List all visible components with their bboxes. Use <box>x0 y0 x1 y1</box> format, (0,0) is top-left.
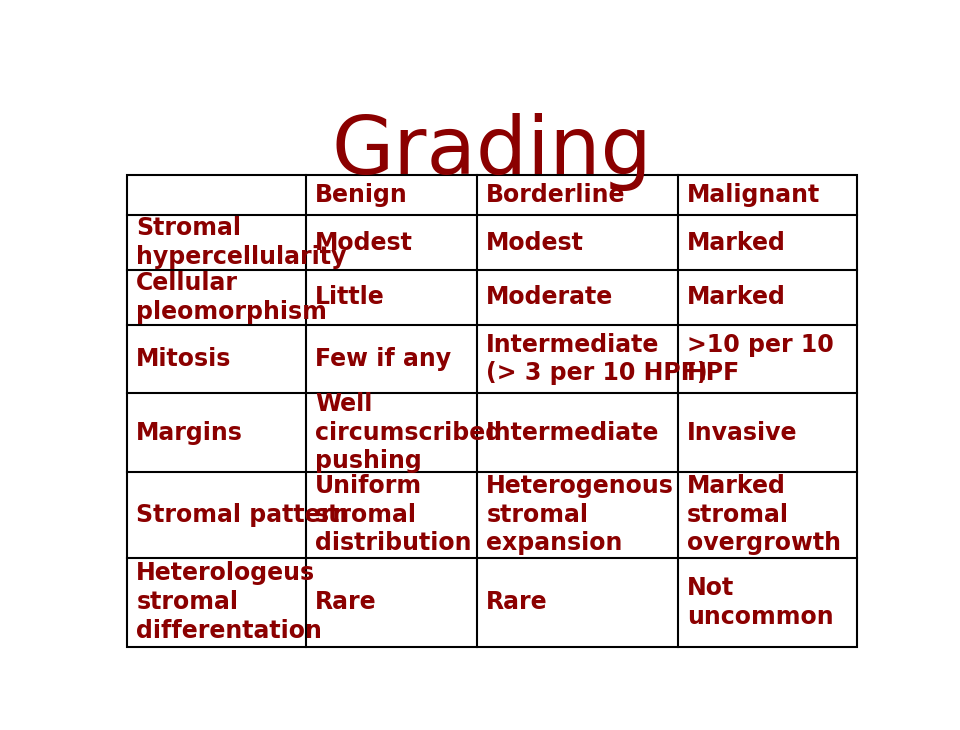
Text: Invasive: Invasive <box>686 420 798 445</box>
Text: Stromal pattern: Stromal pattern <box>136 503 349 527</box>
Text: Intermediate: Intermediate <box>487 420 660 445</box>
Text: Rare: Rare <box>315 591 376 614</box>
Text: Intermediate
(> 3 per 10 HPF): Intermediate (> 3 per 10 HPF) <box>487 333 708 385</box>
Text: Not
uncommon: Not uncommon <box>686 576 833 629</box>
Text: Stromal
hypercellularity: Stromal hypercellularity <box>136 216 347 269</box>
Text: Rare: Rare <box>487 591 548 614</box>
Text: Marked: Marked <box>686 231 785 255</box>
Text: Well
circumscribed
pushing: Well circumscribed pushing <box>315 392 502 473</box>
Text: Marked: Marked <box>686 285 785 310</box>
Text: Cellular
pleomorphism: Cellular pleomorphism <box>136 271 327 324</box>
Text: Modest: Modest <box>487 231 585 255</box>
Text: Margins: Margins <box>136 420 243 445</box>
Text: Benign: Benign <box>315 183 408 207</box>
Text: >10 per 10
HPF: >10 per 10 HPF <box>686 333 833 385</box>
Text: Mitosis: Mitosis <box>136 347 231 371</box>
Text: Little: Little <box>315 285 385 310</box>
Text: Modest: Modest <box>315 231 413 255</box>
Text: Malignant: Malignant <box>686 183 820 207</box>
Text: Uniform
stromal
distribution: Uniform stromal distribution <box>315 474 471 556</box>
Text: Heterologeus
stromal
differentation: Heterologeus stromal differentation <box>136 561 323 643</box>
Text: Few if any: Few if any <box>315 347 451 371</box>
Text: Grading: Grading <box>331 113 653 191</box>
Text: Marked
stromal
overgrowth: Marked stromal overgrowth <box>686 474 841 556</box>
Text: Moderate: Moderate <box>487 285 613 310</box>
Text: Heterogenous
stromal
expansion: Heterogenous stromal expansion <box>487 474 674 556</box>
Text: Borderline: Borderline <box>487 183 626 207</box>
